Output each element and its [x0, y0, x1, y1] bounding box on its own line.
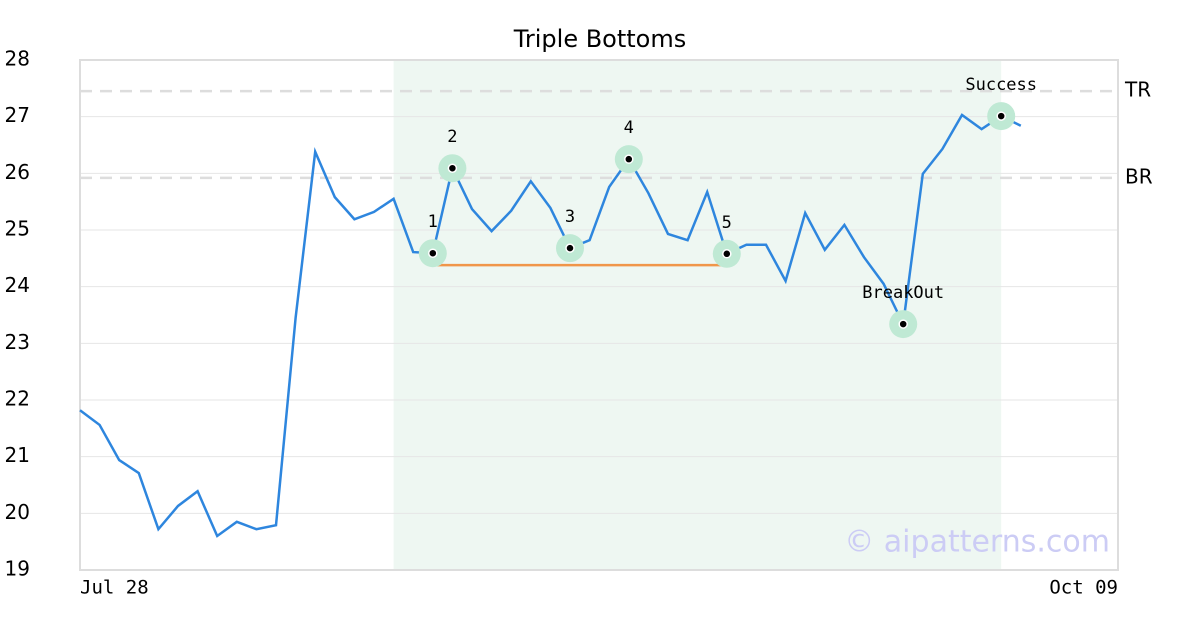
point-label: 2: [447, 127, 457, 147]
watermark: © aipatterns.com: [844, 525, 1110, 560]
level-label: BR: [1125, 164, 1153, 188]
point-label: 3: [565, 207, 575, 227]
y-tick-label: 26: [5, 160, 30, 184]
price-line: [79, 113, 1022, 538]
y-tick-label: 22: [5, 387, 30, 411]
point-label: 1: [428, 212, 438, 232]
y-tick-label: 27: [5, 103, 30, 127]
y-tick-label: 24: [5, 273, 30, 297]
x-tick-label: Oct 09: [1049, 577, 1118, 599]
plot-frame: [79, 59, 1119, 571]
point-label: 4: [624, 118, 634, 138]
point-label: BreakOut: [862, 283, 944, 303]
point-marker: [428, 248, 438, 258]
x-tick-label: Jul 28: [80, 577, 149, 599]
chart-title: Triple Bottoms: [513, 25, 687, 53]
y-tick-label: 28: [5, 47, 30, 71]
point-marker: [565, 243, 575, 253]
point-label: Success: [965, 75, 1037, 95]
y-tick-label: 21: [5, 443, 30, 467]
y-tick-label: 19: [5, 557, 30, 581]
y-tick-label: 23: [5, 330, 30, 354]
y-tick-label: 25: [5, 217, 30, 241]
level-label: TR: [1124, 78, 1151, 102]
point-label: 5: [722, 213, 732, 233]
point-marker: [996, 111, 1006, 121]
point-marker: [722, 249, 732, 259]
point-marker: [624, 154, 634, 164]
y-tick-label: 20: [5, 500, 30, 524]
point-marker: [898, 319, 908, 329]
point-marker: [447, 163, 458, 173]
